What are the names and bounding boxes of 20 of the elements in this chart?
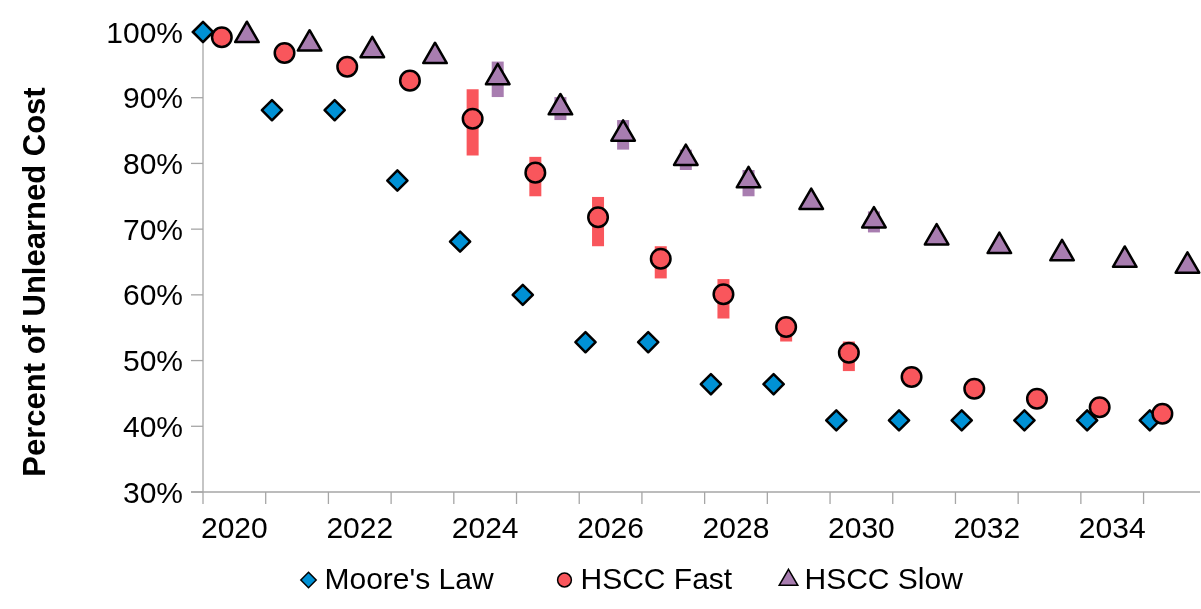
- x-tick-label: 2030: [828, 511, 895, 544]
- y-tick-label: 30%: [122, 475, 183, 509]
- y-tick-label: 80%: [122, 146, 183, 180]
- x-tick-label: 2022: [326, 511, 394, 544]
- x-tick-label: 2020: [200, 511, 268, 544]
- legend-label: HSCC Fast: [580, 562, 733, 595]
- x-tick-label: 2032: [953, 511, 1021, 544]
- legend-label: HSCC Slow: [804, 562, 964, 595]
- y-tick-label: 60%: [122, 278, 183, 312]
- y-tick-label: 90%: [122, 81, 183, 115]
- x-tick-label: 2028: [702, 511, 770, 544]
- y-tick-label: 70%: [122, 212, 183, 246]
- y-tick-label: 100%: [106, 15, 183, 49]
- y-tick-label: 40%: [122, 409, 183, 443]
- x-tick-label: 2026: [577, 511, 644, 544]
- y-axis-title: Percent of Unlearned Cost: [17, 87, 52, 477]
- y-tick-label: 50%: [122, 344, 183, 378]
- x-tick-label: 2024: [451, 511, 519, 544]
- legend-label: Moore's Law: [324, 562, 494, 595]
- x-tick-label: 2034: [1078, 511, 1146, 544]
